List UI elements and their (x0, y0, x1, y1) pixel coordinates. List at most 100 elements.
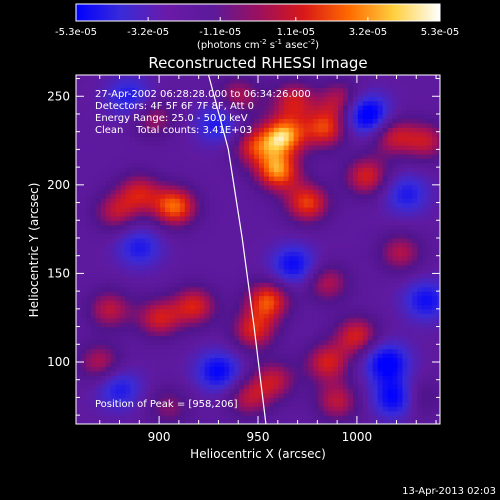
heatmap-cell (204, 91, 211, 97)
heatmap-cell (85, 277, 92, 283)
heatmap-cell (249, 326, 255, 332)
heatmap-cell (209, 144, 216, 151)
heatmap-cell (80, 366, 87, 372)
heatmap-cell (313, 113, 319, 120)
heatmap-cell (244, 233, 250, 239)
heatmap-cell (224, 282, 230, 288)
heatmap-cell (125, 167, 132, 173)
heatmap-cell (174, 237, 181, 244)
heatmap-cell (318, 260, 324, 266)
heatmap-cell (169, 277, 176, 283)
heatmap-cell (303, 339, 310, 345)
heatmap-cell (184, 392, 191, 399)
heatmap-cell (293, 162, 300, 168)
heatmap-cell (234, 317, 240, 323)
heatmap-cell (338, 100, 344, 106)
heatmap-cell (328, 180, 334, 186)
heatmap-cell (194, 384, 201, 390)
heatmap-cell (214, 82, 221, 89)
heatmap-cell (194, 255, 201, 261)
heatmap-cell (288, 322, 295, 328)
heatmap-cell (308, 304, 314, 310)
heatmap-cell (229, 255, 235, 261)
heatmap-cell (303, 357, 310, 363)
heatmap-cell (377, 361, 384, 368)
heatmap-cell (189, 419, 196, 424)
heatmap-cell (323, 375, 329, 381)
heatmap-cell (382, 361, 389, 368)
heatmap-cell (268, 220, 275, 226)
heatmap-cell (229, 344, 235, 350)
heatmap-cell (140, 87, 146, 93)
heatmap-cell (125, 237, 132, 244)
heatmap-cell (308, 260, 314, 266)
heatmap-cell (110, 131, 117, 137)
heatmap-cell (254, 273, 260, 279)
heatmap-cell (174, 180, 181, 186)
heatmap-cell (357, 171, 364, 177)
heatmap-cell (160, 260, 166, 266)
heatmap-cell (357, 144, 364, 151)
heatmap-cell (160, 401, 166, 407)
heatmap-cell (184, 313, 191, 319)
heatmap-cell (278, 242, 285, 248)
heatmap-cell (382, 335, 389, 341)
heatmap-cell (244, 167, 250, 173)
heatmap-cell (308, 273, 314, 279)
heatmap-cell (382, 171, 389, 177)
heatmap-cell (328, 251, 334, 257)
heatmap-cell (76, 392, 82, 399)
heatmap-cell (76, 313, 82, 319)
heatmap-cell (85, 326, 92, 332)
heatmap-cell (239, 246, 245, 252)
heatmap-cell (298, 304, 305, 310)
heatmap-cell (357, 313, 364, 319)
heatmap-cell (362, 375, 369, 381)
heatmap-cell (140, 415, 146, 421)
heatmap-cell (145, 308, 151, 314)
heatmap-cell (367, 211, 374, 217)
heatmap-cell (80, 105, 87, 111)
heatmap-cell (278, 286, 285, 292)
heatmap-cell (254, 392, 260, 399)
heatmap-cell (199, 286, 206, 292)
heatmap-cell (174, 291, 181, 297)
heatmap-cell (352, 220, 359, 226)
heatmap-cell (135, 366, 141, 372)
heatmap-cell (244, 353, 250, 359)
heatmap-cell (80, 136, 87, 142)
heatmap-cell (189, 339, 196, 345)
heatmap-cell (155, 317, 161, 323)
heatmap-cell (179, 330, 186, 337)
heatmap-cell (357, 388, 364, 394)
heatmap-cell (85, 388, 92, 394)
heatmap-cell (234, 299, 240, 306)
heatmap-cell (229, 82, 235, 89)
heatmap-cell (189, 202, 196, 208)
heatmap-cell (249, 233, 255, 239)
heatmap-cell (308, 224, 314, 230)
heatmap-cell (273, 392, 280, 399)
heatmap-cell (377, 180, 384, 186)
heatmap-cell (95, 419, 102, 424)
heatmap-cell (105, 122, 112, 128)
heatmap-cell (229, 184, 235, 190)
heatmap-cell (85, 202, 92, 208)
heatmap-cell (258, 255, 265, 261)
heatmap-cell (145, 286, 151, 292)
heatmap-cell (224, 291, 230, 297)
heatmap-cell (155, 113, 161, 120)
heatmap-cell (160, 255, 166, 261)
heatmap-cell (204, 330, 211, 337)
heatmap-cell (382, 282, 389, 288)
heatmap-cell (150, 260, 156, 266)
heatmap-cell (80, 370, 87, 376)
heatmap-cell (249, 246, 255, 252)
heatmap-cell (288, 224, 295, 230)
heatmap-cell (179, 322, 186, 328)
heatmap-cell (130, 202, 136, 208)
heatmap-cell (100, 322, 107, 328)
heatmap-cell (165, 282, 171, 288)
heatmap-cell (352, 339, 359, 345)
heatmap-cell (189, 144, 196, 151)
